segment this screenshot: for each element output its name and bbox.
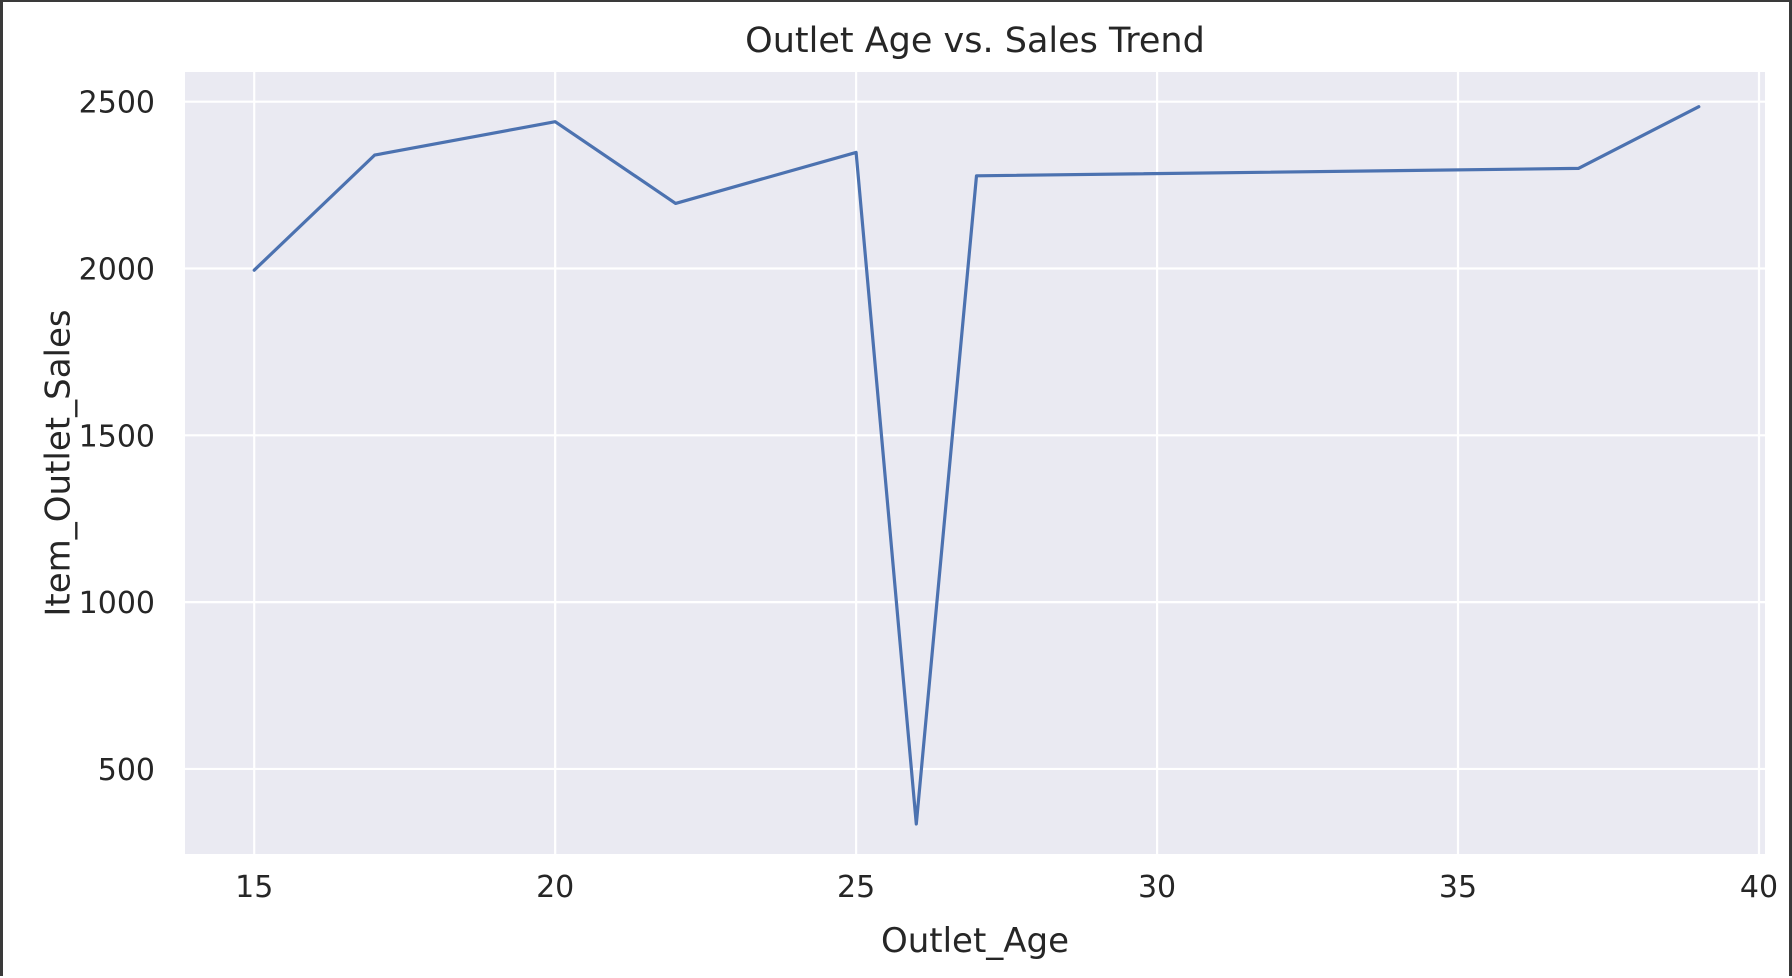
- line-chart: 15 20 25 30 35 40 500 1000 1500 2000 2500 Outlet A…: [39, 21, 1779, 961]
- series-lines: [252, 105, 1701, 826]
- x-tick-label: 30: [1138, 870, 1176, 905]
- y-tick-label: 500: [98, 753, 155, 788]
- grid-lines: [185, 72, 1765, 854]
- series-line: [252, 105, 1701, 826]
- y-axis-label: Item_Outlet_Sales: [39, 309, 79, 616]
- x-tick-label: 40: [1740, 870, 1778, 905]
- y-tick-label: 1500: [79, 419, 155, 454]
- x-tick-label: 25: [837, 870, 875, 905]
- chart-title: Outlet Age vs. Sales Trend: [745, 21, 1205, 61]
- y-tick-label: 1000: [79, 586, 155, 621]
- x-tick-label: 20: [536, 870, 574, 905]
- y-tick-label: 2500: [79, 86, 155, 121]
- x-axis-label: Outlet_Age: [881, 921, 1069, 961]
- x-tick-label: 35: [1439, 870, 1477, 905]
- y-tick-label: 2000: [79, 253, 155, 288]
- tick-labels: 15 20 25 30 35 40 500 1000 1500 2000 2500: [79, 86, 1778, 905]
- x-tick-label: 15: [235, 870, 273, 905]
